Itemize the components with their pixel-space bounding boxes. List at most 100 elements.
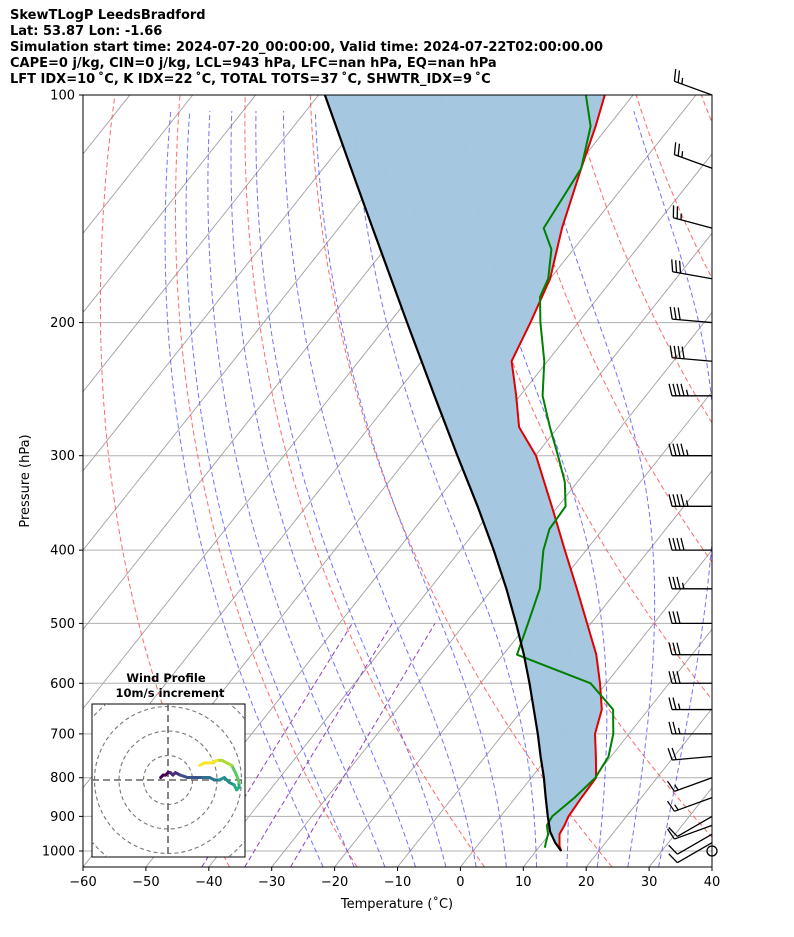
wind-barb-flag <box>673 345 677 359</box>
wind-barb <box>668 721 712 735</box>
wind-barb-flag <box>668 611 673 624</box>
wind-barb-flag <box>676 494 681 507</box>
temperature-line <box>510 95 606 852</box>
wind-barb <box>668 671 712 684</box>
wind-barb-flag <box>672 537 677 551</box>
hodograph-segment <box>198 761 207 767</box>
hodograph-title: Wind Profile <box>126 671 206 685</box>
wind-barb <box>668 611 712 625</box>
wind-barb-half <box>681 151 684 158</box>
wind-barb <box>666 797 713 812</box>
wind-barb-staff <box>677 842 713 864</box>
wind-barb-flag <box>680 537 685 551</box>
wind-barb-flag <box>677 346 681 359</box>
dry-adiabat <box>700 95 712 124</box>
hodograph: Wind Profile 10m/s increment <box>91 671 246 858</box>
x-tick-label: 0 <box>456 875 464 890</box>
wind-barb-staff <box>674 80 713 96</box>
isotherm <box>0 95 4 867</box>
wind-barb <box>669 306 713 324</box>
y-tick-label: 100 <box>50 89 75 104</box>
x-tick-label: −60 <box>69 875 96 890</box>
isotherm <box>0 95 67 867</box>
y-tick-label: 700 <box>50 727 75 742</box>
x-tick-label: 30 <box>641 875 658 890</box>
y-tick-label: 300 <box>50 449 75 464</box>
title-cape: CAPE=0 j/kg, CIN=0 j/kg, LCL=943 hPa, LF… <box>10 56 497 71</box>
dry-adiabat <box>440 95 712 701</box>
isotherm <box>522 628 712 867</box>
moist-adiabat <box>458 110 608 867</box>
isotherm <box>397 470 712 867</box>
title-station: SkewTLogP LeedsBradford <box>10 8 206 23</box>
title-indices: LFT IDX=10 ˚C, K IDX=22 ˚C, TOTAL TOTS=3… <box>10 72 491 87</box>
hodograph-plot <box>92 704 245 857</box>
title-block: SkewTLogP LeedsBradford Lat: 53.87 Lon: … <box>10 8 790 88</box>
isotherm <box>83 95 445 551</box>
isotherm <box>145 153 712 867</box>
wind-barb-flag <box>671 747 677 760</box>
wind-barb <box>666 777 713 793</box>
wind-barb-flag <box>668 671 673 684</box>
x-tick-label: −20 <box>321 875 348 890</box>
x-tick-label: −50 <box>132 875 159 890</box>
isotherm <box>775 95 794 867</box>
moist-adiabat <box>164 110 324 867</box>
x-tick-label: −10 <box>384 875 411 890</box>
wind-barb-half <box>685 500 689 507</box>
y-tick-label: 600 <box>50 677 75 692</box>
wind-barb-flag <box>678 260 682 274</box>
wind-barb-flag <box>676 537 681 551</box>
wind-barb-flag <box>677 307 681 320</box>
isotherm <box>585 707 712 867</box>
y-tick-label: 800 <box>50 771 75 786</box>
wind-barb <box>667 747 713 761</box>
wind-barb-flag <box>668 721 673 735</box>
wind-barb-flag <box>672 383 677 396</box>
wind-barb-flag <box>677 143 681 157</box>
isotherm <box>83 95 382 472</box>
wind-barb-staff <box>677 833 713 855</box>
wind-barb-flag <box>671 259 674 272</box>
wind-barb <box>668 494 712 507</box>
mixing-ratio-line <box>290 623 436 867</box>
moist-adiabat <box>314 110 507 867</box>
wind-barb-flag <box>668 697 673 710</box>
wind-barb-flag <box>676 443 681 456</box>
isotherm <box>334 390 712 867</box>
wind-barb-half <box>681 77 684 85</box>
wind-barb-flag <box>673 142 677 155</box>
wind-barb <box>668 833 713 855</box>
wind-barb-half <box>677 703 681 710</box>
wind-barb-staff <box>673 217 713 229</box>
wind-barb <box>668 842 713 864</box>
dry-adiabat <box>309 95 613 867</box>
isotherm <box>83 95 257 314</box>
wind-barb-half <box>674 784 679 791</box>
wind-barb-flag <box>669 345 673 358</box>
wind-barb-flag <box>672 697 677 710</box>
wind-barb-flag <box>675 260 678 273</box>
dry-adiabat <box>244 95 485 867</box>
x-tick-label: 40 <box>704 875 721 890</box>
wind-barb-flag <box>680 383 685 396</box>
wind-barb-flag <box>666 780 675 792</box>
wind-barb-half <box>685 389 689 396</box>
wind-barb-flag <box>668 576 673 589</box>
moist-adiabat <box>255 110 447 867</box>
isotherm <box>711 866 712 867</box>
wind-barb-flag <box>677 70 681 83</box>
wind-barb-staff <box>672 755 713 761</box>
wind-barb-flag <box>668 537 673 551</box>
isotherm <box>83 95 319 393</box>
title-location: Lat: 53.87 Lon: -1.66 <box>10 24 163 39</box>
wind-barb-flag <box>672 611 677 624</box>
wind-barb-flag <box>676 611 681 624</box>
wind-barb-flag <box>676 642 681 655</box>
wind-barb-flag <box>668 853 678 864</box>
wind-barb-half <box>674 804 679 811</box>
wind-barb-flag <box>668 827 678 837</box>
moist-adiabat <box>185 110 355 867</box>
wind-barb <box>668 383 712 397</box>
